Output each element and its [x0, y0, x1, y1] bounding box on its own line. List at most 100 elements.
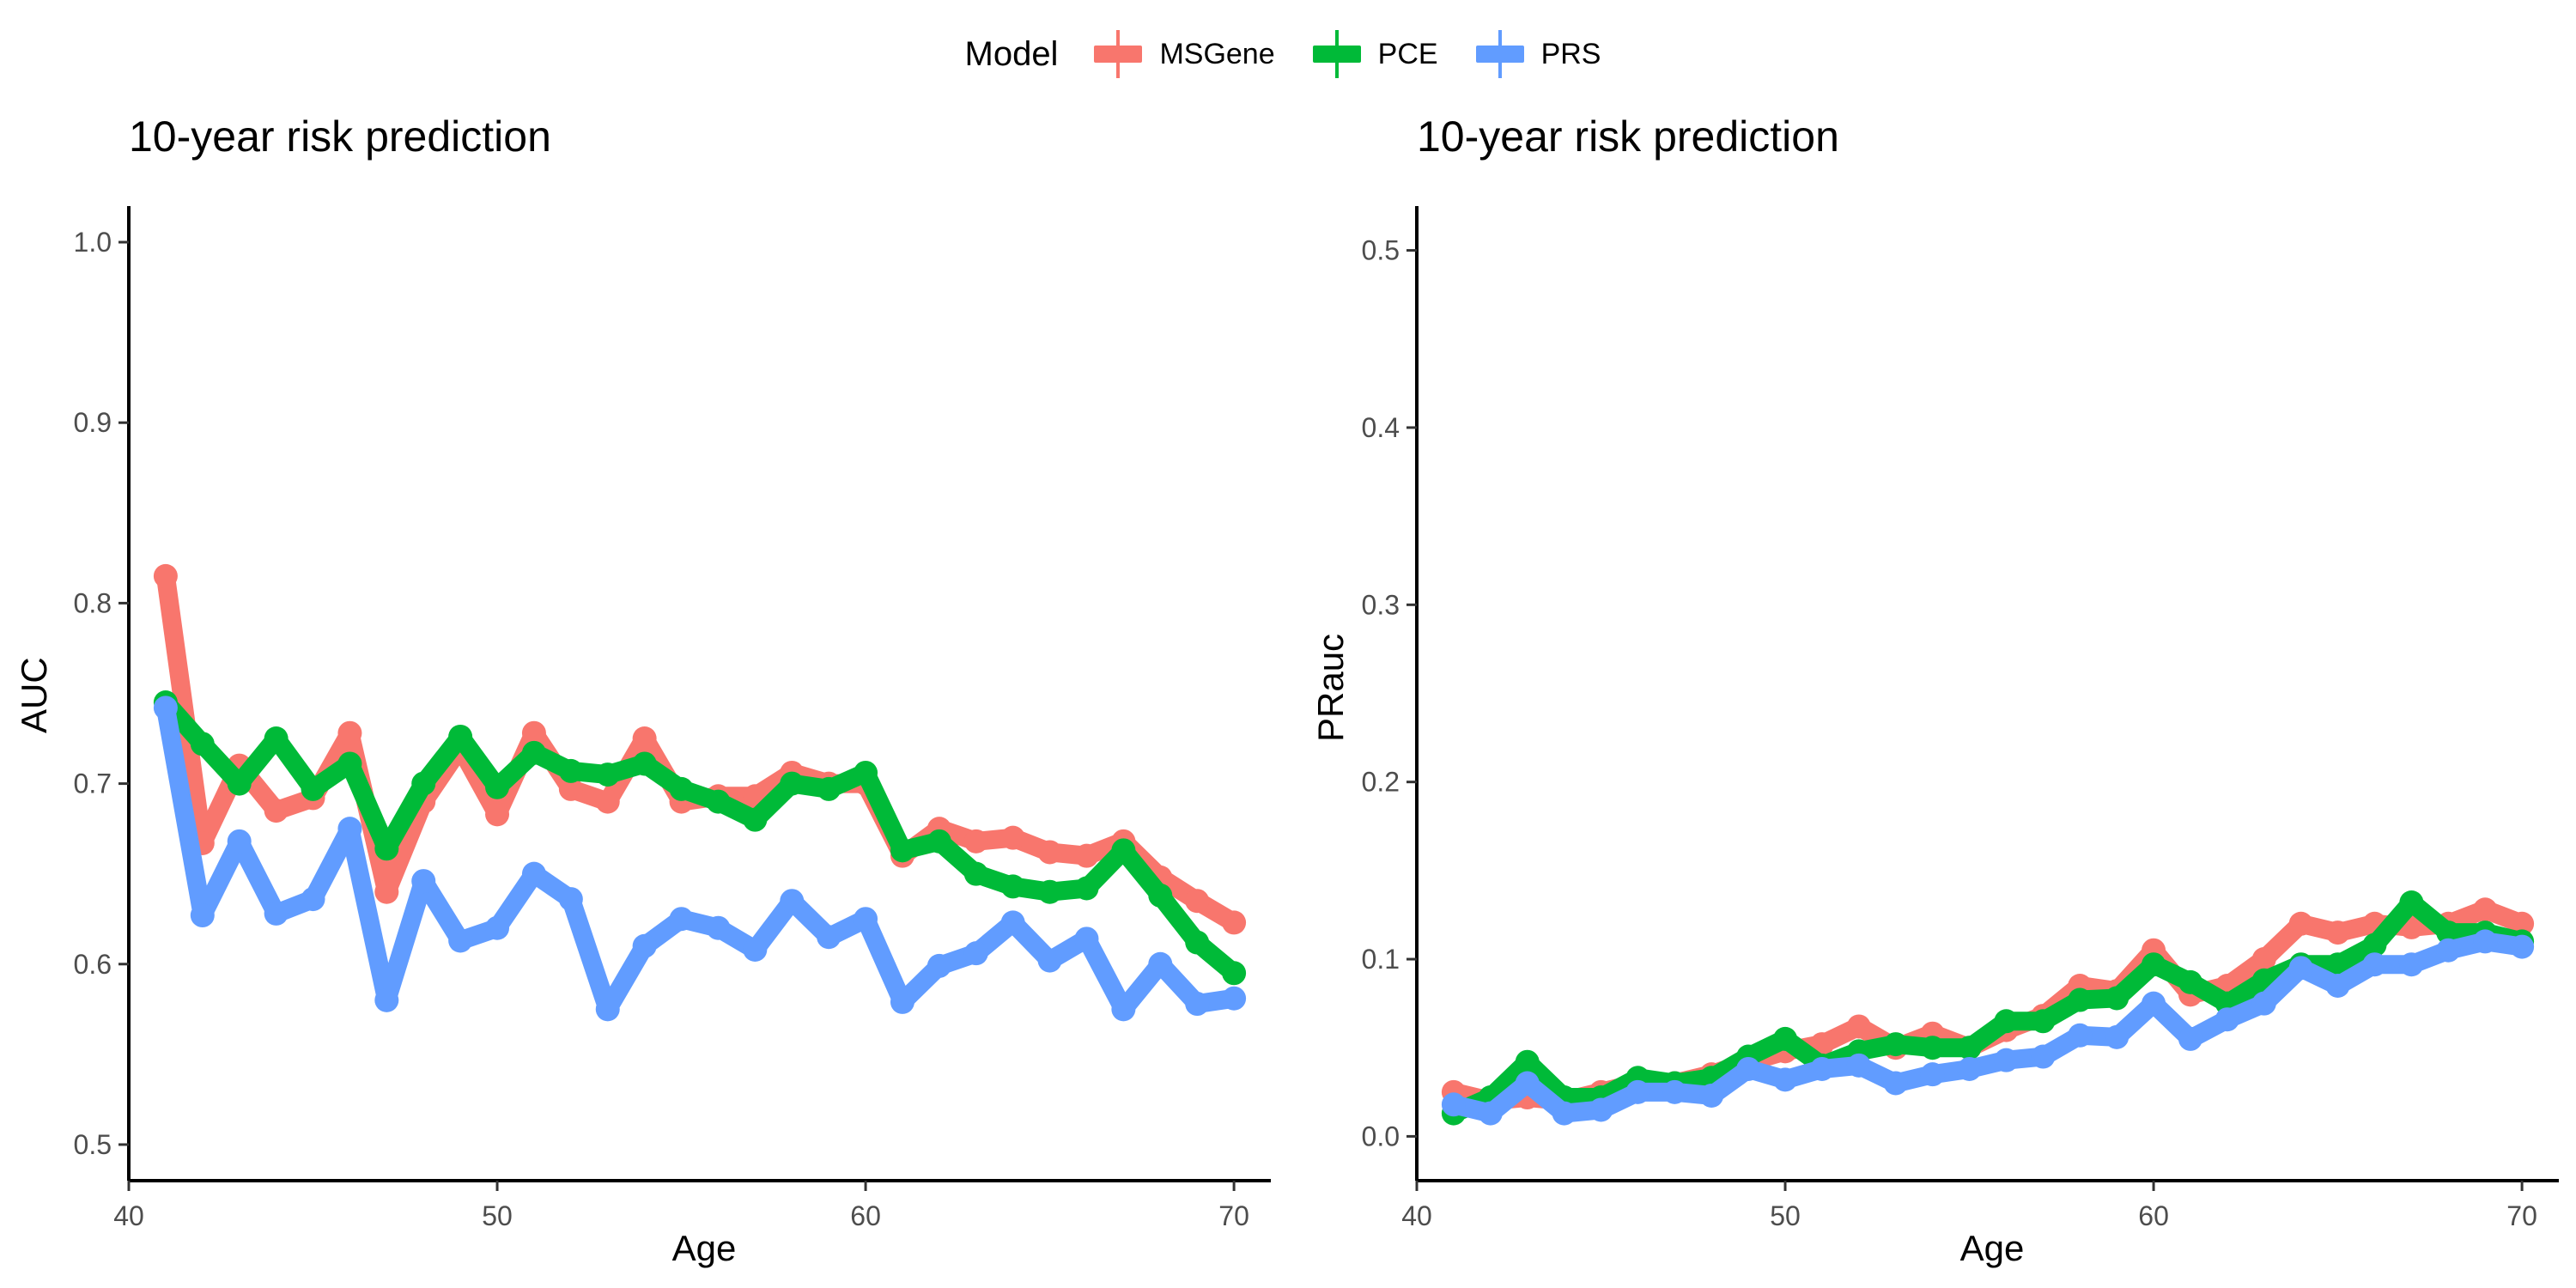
prauc-point-prs	[2178, 1026, 2202, 1051]
auc-point-pce	[927, 829, 951, 854]
auc-point-pce	[890, 838, 914, 863]
prauc-point-prs	[2068, 1023, 2093, 1048]
legend-label-prs: PRS	[1540, 37, 1601, 70]
auc-point-pce	[485, 775, 510, 799]
auc-point-msgene	[963, 829, 988, 854]
legend-title: Model	[964, 34, 1059, 73]
auc-point-msgene	[1000, 825, 1025, 850]
prauc-point-msgene	[2288, 911, 2313, 936]
legend-label-pce: PCE	[1377, 37, 1438, 70]
auc-point-msgene	[1037, 840, 1062, 865]
auc-point-pce	[411, 771, 436, 796]
auc-point-pce	[854, 760, 878, 785]
prauc-point-prs	[2142, 991, 2166, 1016]
prauc-point-prs	[1994, 1048, 2019, 1072]
prauc-point-prs	[2436, 938, 2461, 963]
auc-point-pce	[963, 861, 988, 886]
auc-point-prs	[301, 887, 325, 912]
auc-point-pce	[743, 807, 768, 832]
prauc-point-prs	[2362, 952, 2387, 977]
auc-point-prs	[1222, 986, 1247, 1011]
prauc-point-msgene	[2325, 920, 2350, 945]
prauc-point-pce	[2325, 952, 2350, 977]
auc-point-pce	[448, 724, 473, 749]
prauc-y-axis-label: PRauc	[1310, 633, 1351, 742]
prauc-point-msgene	[2473, 897, 2498, 922]
auc-point-pce	[1074, 876, 1099, 901]
auc-point-prs	[1000, 910, 1025, 935]
auc-point-msgene	[337, 720, 362, 745]
prauc-point-pce	[1957, 1036, 1982, 1060]
prauc-point-pce	[2436, 920, 2461, 945]
auc-y-tick-label: 1.0	[74, 227, 112, 258]
auc-y-tick-label: 0.9	[74, 407, 112, 438]
auc-point-pce	[337, 751, 362, 776]
prauc-point-pce	[2362, 933, 2387, 957]
prauc-x-tick-label: 50	[1770, 1200, 1801, 1231]
auc-point-pce	[227, 771, 252, 796]
auc-point-prs	[1185, 992, 1210, 1017]
auc-point-prs	[1037, 948, 1062, 973]
auc-point-prs	[854, 907, 878, 932]
prauc-y-tick-label: 0.3	[1362, 589, 1400, 620]
prauc-point-prs	[1662, 1079, 1687, 1104]
prauc-point-prs	[2288, 956, 2313, 981]
auc-y-tick-label: 0.7	[74, 769, 112, 799]
auc-x-tick-label: 70	[1218, 1200, 1249, 1231]
auc-point-prs	[743, 937, 768, 962]
auc-point-msgene	[521, 720, 546, 745]
auc-point-pce	[374, 836, 399, 861]
prauc-point-prs	[2215, 1007, 2239, 1032]
prauc-point-prs	[1846, 1053, 1871, 1078]
auc-point-pce	[1111, 838, 1136, 863]
prauc-y-tick-label: 0.4	[1362, 412, 1400, 443]
auc-point-prs	[374, 987, 399, 1012]
prauc-point-pce	[1773, 1026, 1798, 1051]
auc-point-pce	[521, 740, 546, 765]
prauc-point-pce	[2068, 987, 2093, 1012]
prauc-point-pce	[1994, 1009, 2019, 1034]
prauc-point-msgene	[2510, 911, 2535, 936]
prauc-chart-plot: 0.0 0.1 0.2 0.3 0.4 0.5 40 50 60 70	[1362, 206, 2559, 1231]
prauc-x-tick-label: 70	[2506, 1200, 2537, 1231]
prauc-point-prs	[1441, 1092, 1466, 1117]
prauc-chart-panel: 0.0 0.1 0.2 0.3 0.4 0.5 40 50 60 70 10-year risk …	[1288, 86, 2576, 1288]
auc-point-msgene	[374, 879, 399, 904]
auc-x-tick-label: 40	[113, 1200, 144, 1231]
auc-point-pce	[1037, 879, 1062, 904]
auc-point-prs	[632, 933, 657, 958]
auc-y-axis-label: AUC	[14, 657, 54, 733]
auc-point-msgene	[632, 726, 657, 751]
auc-point-prs	[1111, 997, 1136, 1022]
auc-point-prs	[411, 869, 436, 894]
auc-point-pce	[1222, 961, 1247, 986]
prauc-point-prs	[1920, 1062, 1945, 1087]
auc-point-prs	[558, 887, 583, 912]
auc-chart-title: 10-year risk prediction	[129, 112, 551, 161]
legend-key-prs	[1473, 30, 1528, 78]
prauc-point-prs	[2105, 1024, 2129, 1049]
legend-item-pce: PCE	[1309, 30, 1438, 78]
prauc-point-msgene	[1846, 1014, 1871, 1039]
prauc-x-tick-label: 60	[2138, 1200, 2169, 1231]
auc-point-pce	[1000, 874, 1025, 899]
auc-point-prs	[521, 861, 546, 886]
auc-point-prs	[190, 903, 215, 928]
prauc-point-pce	[1920, 1036, 1945, 1060]
prauc-point-prs	[2510, 934, 2535, 959]
prauc-point-pce	[1883, 1032, 1908, 1057]
legend-key-pce	[1309, 30, 1364, 78]
auc-point-pce	[595, 762, 620, 787]
auc-point-pce	[190, 732, 215, 756]
auc-point-prs	[927, 953, 951, 978]
auc-point-pce	[706, 789, 731, 814]
prauc-point-prs	[1515, 1071, 1540, 1096]
legend: Model MSGene PCE PRS	[0, 24, 2576, 84]
auc-point-msgene	[1185, 889, 1210, 914]
auc-y-tick-label: 0.8	[74, 587, 112, 618]
prauc-point-prs	[1625, 1079, 1650, 1104]
auc-point-msgene	[595, 789, 620, 814]
auc-point-prs	[817, 925, 841, 950]
prauc-point-prs	[1809, 1056, 1834, 1081]
auc-point-msgene	[1074, 843, 1099, 868]
